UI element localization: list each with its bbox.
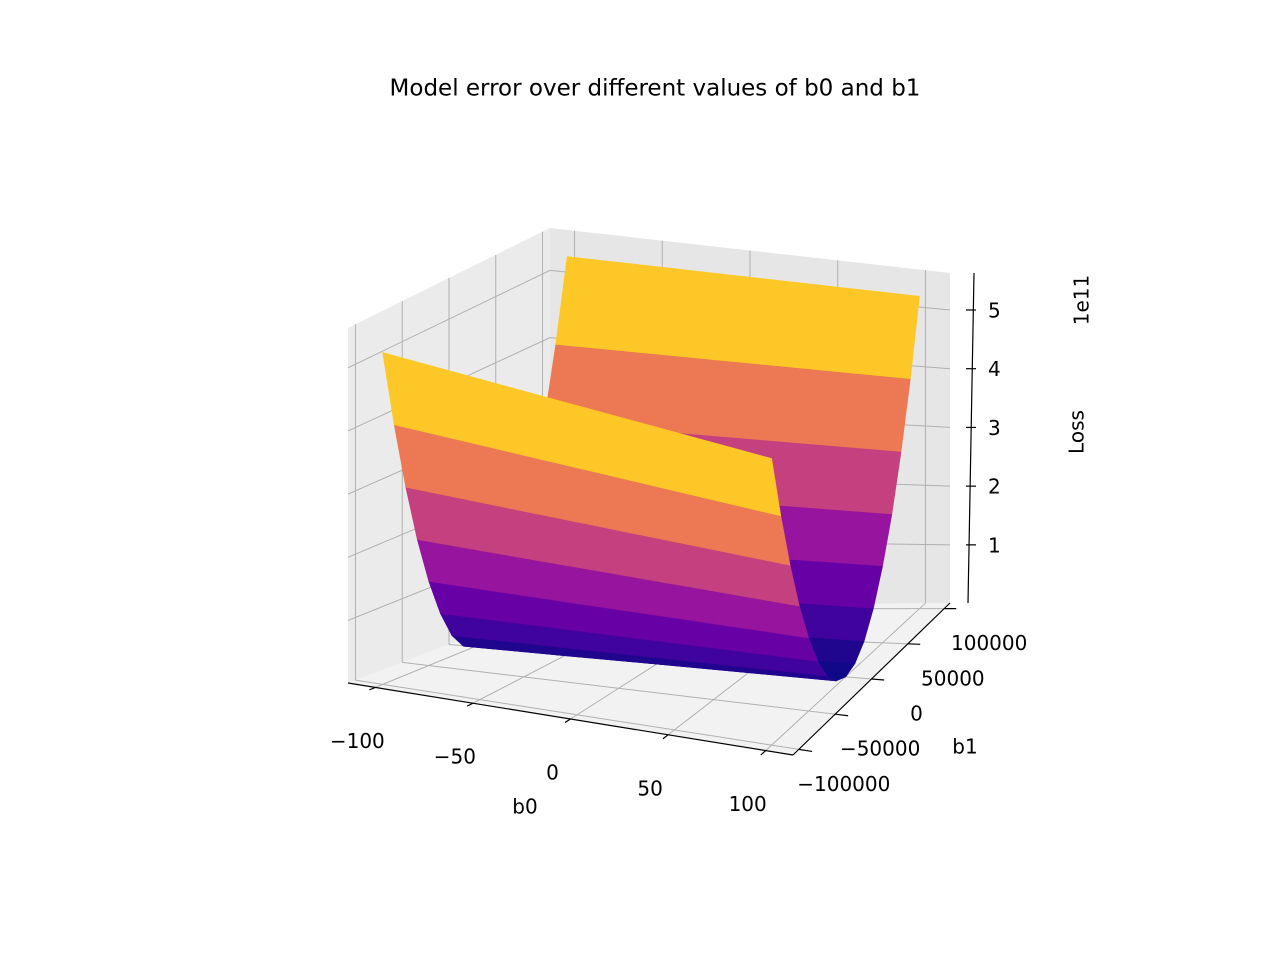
surface-patch [802,445,901,515]
surface-patch [556,257,656,354]
z-offset-label: 1e11 [1070,275,1094,325]
y-tick-label: 0 [910,702,923,726]
x-tick [663,735,668,739]
surface-patch [644,267,743,363]
x-tick-label: −50 [434,745,476,769]
surface-patch [733,277,831,371]
surface-patch [792,508,892,567]
z-tick-label: 1 [988,533,1001,557]
x-tick-label: 50 [637,776,662,800]
x-axis-label: b0 [512,795,537,819]
surface-patch [822,286,920,379]
y-tick-label: 50000 [921,666,985,690]
x-tick-label: 0 [546,761,559,785]
surface-patch [723,362,822,445]
z-tick-label: 2 [988,475,1001,499]
y-axis-label: b1 [952,735,977,759]
y-tick [872,679,885,680]
surface-patch [812,371,911,452]
x-tick-label: −100 [330,729,385,753]
z-axis [968,273,974,603]
z-tick-label: 4 [988,357,1001,381]
z-axis-label: Loss [1065,410,1089,454]
y-tick [908,644,920,645]
surface-patch [633,354,733,438]
x-tick [565,719,570,722]
x-tick-label: 100 [729,792,767,816]
y-tick-label: −100000 [797,772,890,796]
z-tick-label: 5 [988,298,1001,322]
y-tick [799,749,812,751]
y-tick [835,714,848,716]
z-tick-label: 3 [988,416,1001,440]
x-tick [761,751,766,755]
chart-title: Model error over different values of b0 … [390,76,921,102]
y-tick-label: −50000 [840,737,920,761]
y-tick-label: 100000 [951,631,1027,655]
